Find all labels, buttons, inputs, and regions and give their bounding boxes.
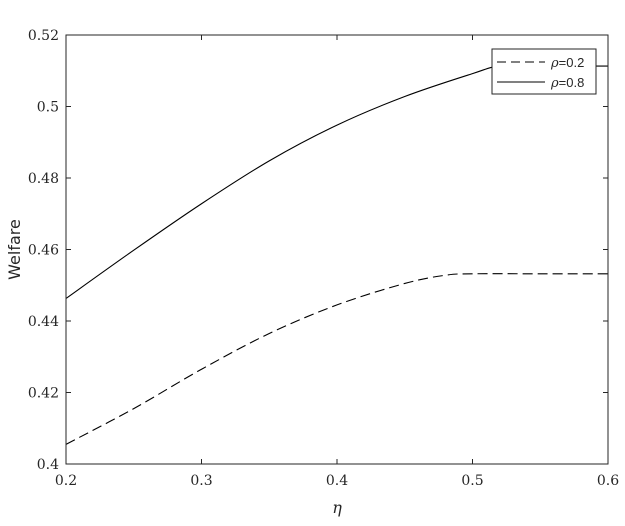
legend-entry-2-value: =0.8: [559, 75, 585, 90]
y-axis-label: Welfare: [5, 219, 24, 280]
x-tick-label: 0.4: [326, 473, 348, 489]
plot-background: [66, 35, 608, 464]
x-axis-label: η: [332, 498, 342, 517]
y-tick-label: 0.42: [28, 386, 59, 402]
y-tick-label: 0.46: [28, 243, 59, 259]
legend: ρ=0.2 ρ=0.8: [491, 48, 597, 95]
y-tick-label: 0.48: [28, 171, 59, 187]
legend-entry-1-value: =0.2: [559, 55, 585, 70]
x-tick-label: 0.6: [597, 473, 619, 489]
legend-entry-1-symbol: ρ: [550, 56, 559, 71]
legend-entry-2: ρ=0.8: [550, 75, 584, 91]
x-tick-label: 0.3: [190, 473, 212, 489]
legend-box: [491, 48, 597, 95]
tick-layer: 0.2 0.3 0.4 0.5 0.6 0.4 0.42 0.44 0.46 0.48 0.5 0.5…: [28, 28, 619, 489]
legend-entry-1: ρ=0.2: [550, 55, 584, 71]
y-tick-label: 0.44: [28, 314, 59, 330]
x-tick-label: 0.2: [55, 473, 77, 489]
legend-entry-2-symbol: ρ: [550, 76, 559, 91]
x-tick-label: 0.5: [461, 473, 483, 489]
series-line-rho-0-2: [65, 273, 608, 445]
y-tick-label: 0.4: [37, 457, 59, 473]
y-tick-label: 0.5: [37, 100, 59, 116]
y-tick-label: 0.52: [28, 28, 59, 44]
